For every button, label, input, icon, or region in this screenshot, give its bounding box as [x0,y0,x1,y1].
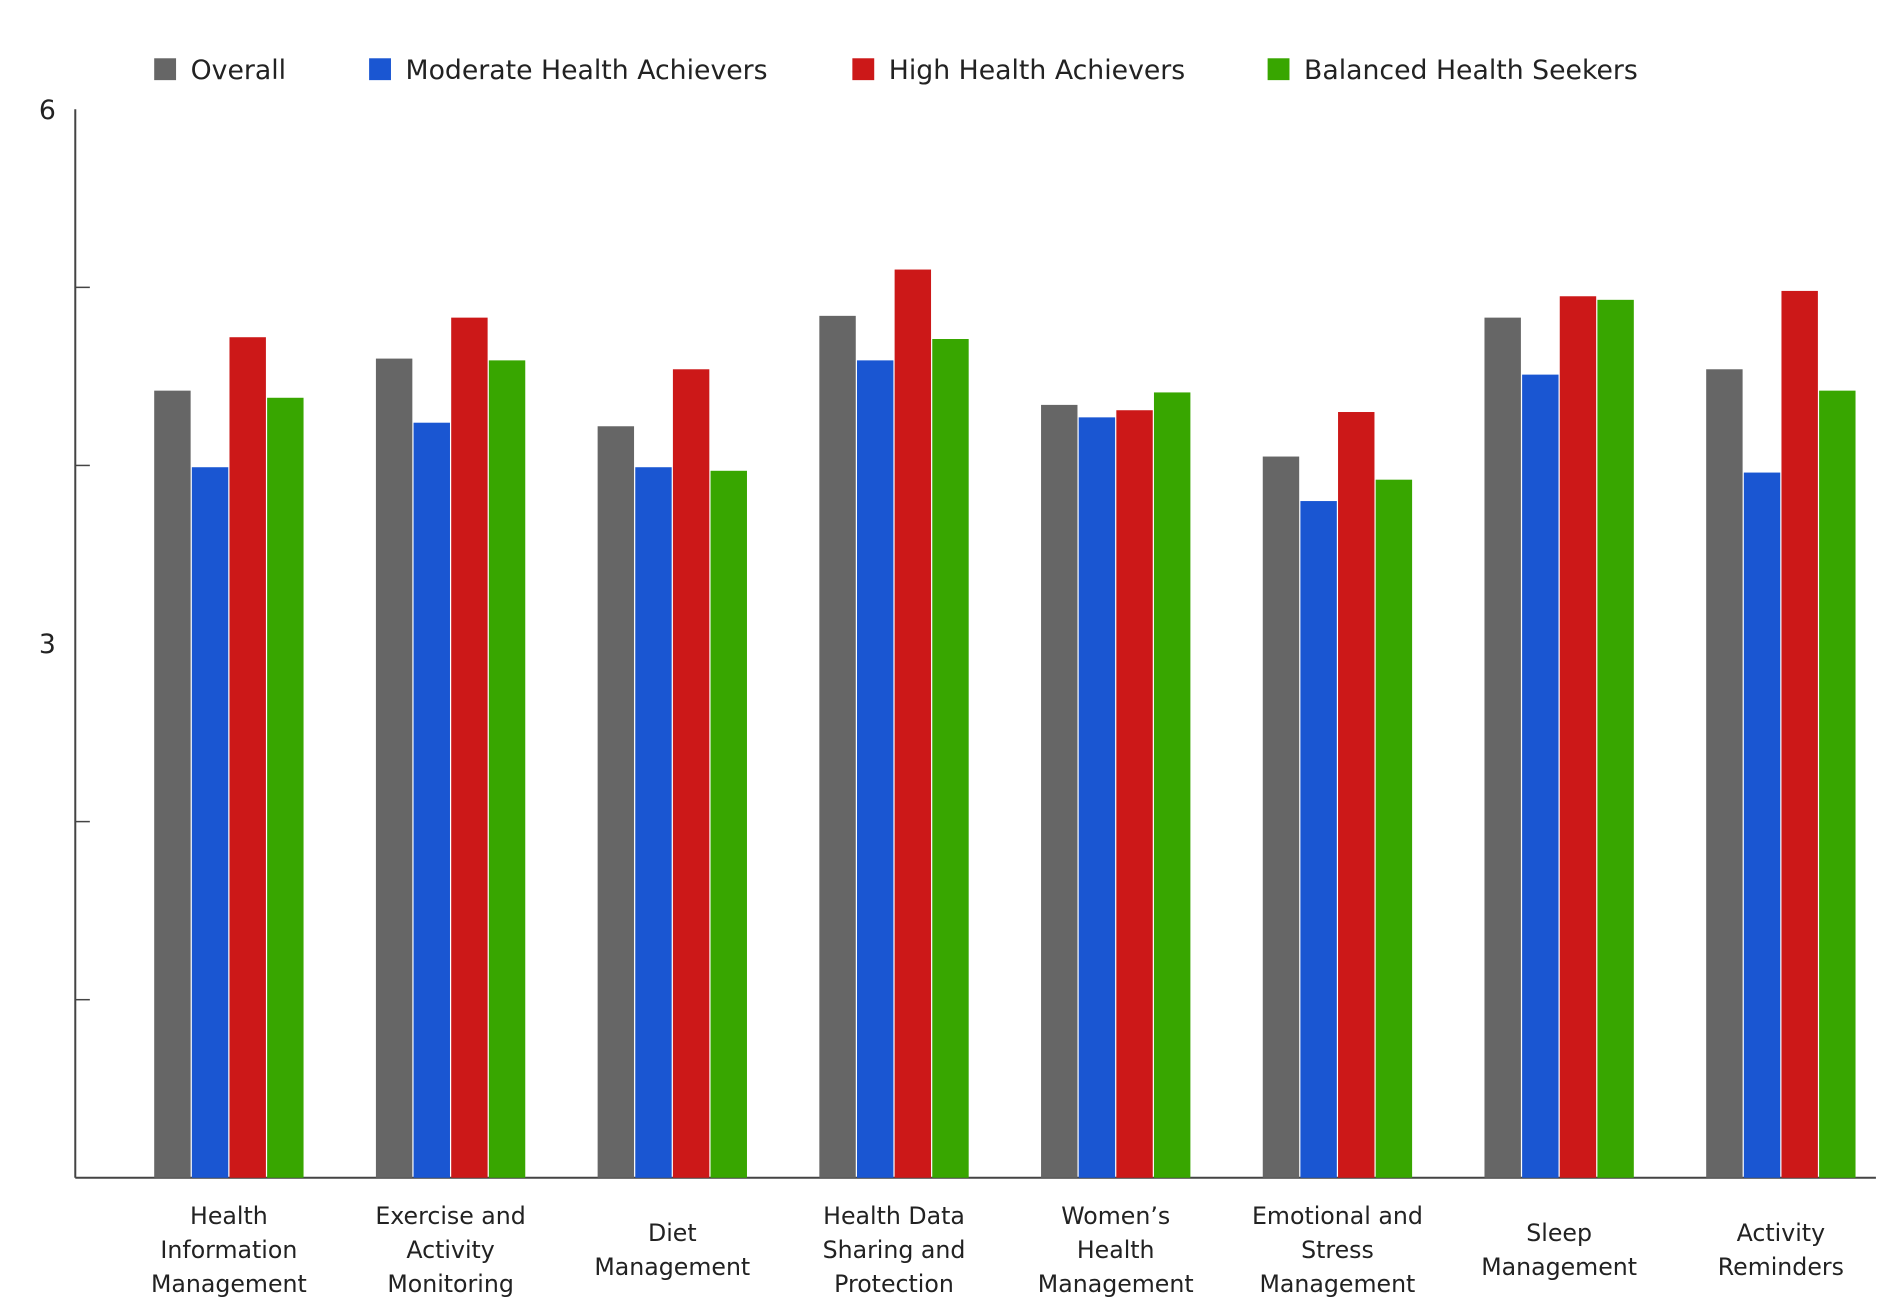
legend-swatch [1267,58,1290,81]
x-tick-label-line: Health [1077,1236,1155,1264]
x-tick-label: Women’s Health Management [1038,1202,1194,1298]
bar-moderate-health-achievers [1300,501,1337,1178]
x-axis-labels: Health Information Management Exercise and A… [151,1202,1844,1298]
bar-overall [154,390,191,1178]
bar-moderate-health-achievers [635,467,672,1178]
bar-high-health-achievers [672,369,710,1178]
legend-swatch [369,58,391,81]
bar-balanced-health-seekers [710,470,747,1178]
y-tick-label: 3 [39,629,56,660]
legend-item: High Health Achievers [852,55,1185,86]
y-tick-label: 6 [39,95,56,126]
bar-balanced-health-seekers [488,360,526,1178]
legend-swatch [154,58,177,81]
bar-group [597,369,747,1178]
bars [154,269,1856,1178]
x-tick-label-line: Health Data [823,1202,965,1230]
x-tick-label-line: Exercise and [375,1202,525,1230]
x-tick-label: Diet Management [594,1219,750,1281]
x-tick-label-line: Women’s [1061,1202,1170,1230]
bar-moderate-health-achievers [413,422,450,1178]
bar-balanced-health-seekers [1375,479,1413,1178]
bar-moderate-health-achievers [1522,374,1559,1178]
bar-overall [1041,404,1078,1178]
bar-high-health-achievers [229,337,266,1178]
bar-overall [1484,317,1521,1178]
x-tick-label-line: Reminders [1718,1253,1844,1281]
x-tick-label-line: Monitoring [387,1270,514,1298]
bar-overall [597,426,635,1178]
x-tick-label-line: Sharing and [823,1236,966,1264]
x-tick-label: Sleep Management [1481,1219,1637,1281]
bar-balanced-health-seekers [1819,390,1856,1178]
legend-label: High Health Achievers [889,55,1185,86]
bar-group [1262,412,1413,1178]
bar-balanced-health-seekers [267,397,304,1178]
bar-moderate-health-achievers [856,360,894,1178]
bar-overall [375,358,413,1178]
bar-balanced-health-seekers [1153,392,1191,1178]
legend: Overall Moderate Health Achievers High Hea… [154,55,1638,86]
bar-moderate-health-achievers [191,467,229,1178]
bar-high-health-achievers [1559,296,1597,1178]
x-tick-label-line: Emotional and [1252,1202,1423,1230]
x-tick-label: Health Information Management [151,1202,307,1298]
x-tick-label-line: Diet [648,1219,697,1247]
x-tick-label: Health Data Sharing and Protection [823,1202,966,1298]
x-tick-label-line: Stress [1301,1236,1374,1264]
bar-overall [1262,456,1300,1178]
bar-group [1706,290,1856,1178]
x-tick-label-line: Protection [834,1270,954,1298]
bar-high-health-achievers [1116,410,1153,1178]
legend-label: Moderate Health Achievers [406,55,768,86]
x-tick-label-line: Sleep [1526,1219,1592,1247]
bar-high-health-achievers [1338,412,1375,1178]
bar-balanced-health-seekers [1597,299,1634,1178]
bar-group [1041,392,1191,1178]
legend-item: Overall [154,55,286,86]
x-tick-label-line: Health [190,1202,268,1230]
bar-overall [819,315,856,1178]
legend-item: Balanced Health Seekers [1267,55,1638,86]
x-tick-label-line: Activity [406,1236,494,1264]
x-tick-label: Exercise and Activity Monitoring [375,1202,525,1298]
x-tick-label-line: Activity [1737,1219,1825,1247]
legend-item: Moderate Health Achievers [369,55,768,86]
bar-moderate-health-achievers [1743,472,1781,1178]
bar-group [1484,296,1634,1178]
bar-moderate-health-achievers [1078,417,1116,1178]
x-tick-label-line: Management [1260,1270,1416,1298]
x-tick-label-line: Management [151,1270,307,1298]
x-tick-label-line: Management [1481,1253,1637,1281]
bar-overall [1706,369,1743,1178]
x-tick-label-line: Management [1038,1270,1194,1298]
x-tick-label-line: Information [160,1236,297,1264]
x-tick-label-line: Management [594,1253,750,1281]
bar-balanced-health-seekers [932,339,969,1178]
x-tick-label: Activity Reminders [1718,1219,1844,1281]
bar-group [375,317,526,1178]
bar-high-health-achievers [894,269,932,1178]
x-tick-label: Emotional and Stress Management [1252,1202,1423,1298]
legend-swatch [852,58,875,81]
legend-label: Balanced Health Seekers [1304,55,1638,86]
legend-label: Overall [191,55,286,86]
bar-high-health-achievers [1781,290,1818,1178]
bar-high-health-achievers [451,317,488,1178]
bar-group [154,337,304,1178]
bar-group [819,269,969,1178]
